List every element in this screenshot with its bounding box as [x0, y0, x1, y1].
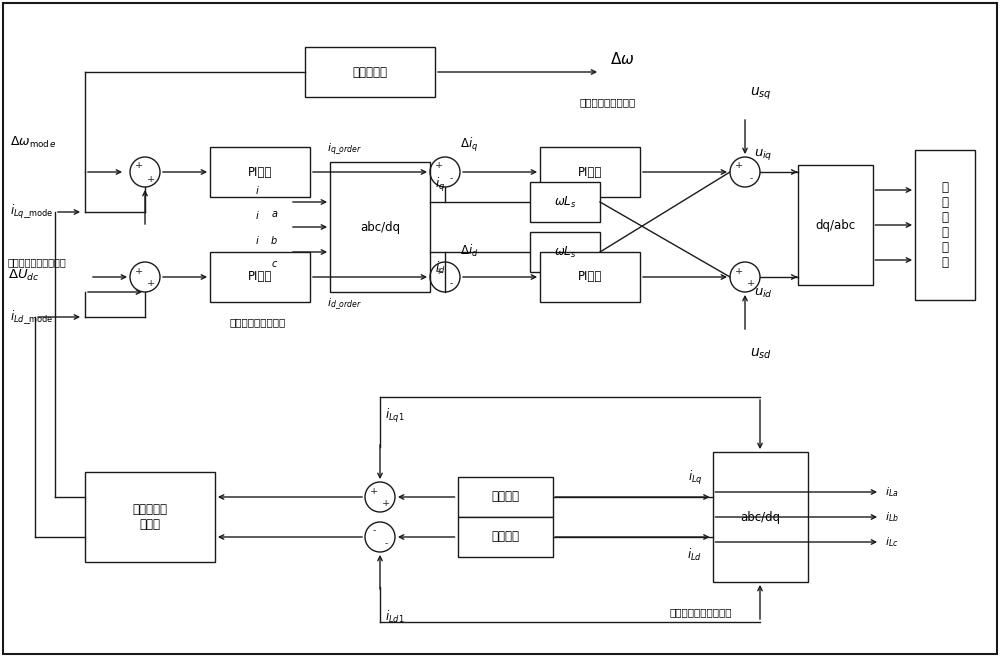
Text: $i$: $i$ [255, 184, 260, 196]
Text: $\Delta i_d$: $\Delta i_d$ [460, 243, 479, 259]
Text: +: + [747, 279, 755, 288]
Text: （直流电容电压偏差）: （直流电容电压偏差） [8, 257, 67, 267]
Text: $\Delta\omega$: $\Delta\omega$ [610, 51, 635, 67]
Text: $i_{Lq\_\!\_\!{\rm mode}}$: $i_{Lq\_\!\_\!{\rm mode}}$ [10, 203, 54, 221]
Text: PI调节: PI调节 [248, 166, 272, 179]
Text: -: - [449, 279, 453, 288]
Text: PI调节: PI调节 [578, 166, 602, 179]
Text: +: + [147, 175, 155, 183]
Text: abc/dq: abc/dq [360, 221, 400, 233]
Text: PI调节: PI调节 [248, 271, 272, 284]
Text: 低通滤波: 低通滤波 [491, 530, 519, 543]
FancyBboxPatch shape [915, 150, 975, 300]
Text: -: - [449, 175, 453, 183]
FancyBboxPatch shape [330, 162, 430, 292]
FancyBboxPatch shape [798, 165, 872, 285]
FancyBboxPatch shape [712, 452, 808, 582]
Text: -: - [749, 175, 753, 183]
Text: +: + [135, 267, 143, 275]
Text: +: + [382, 499, 390, 509]
FancyBboxPatch shape [540, 252, 640, 302]
Text: $u_{sd}$: $u_{sd}$ [750, 347, 772, 361]
Text: $b$: $b$ [270, 234, 278, 246]
Text: -: - [372, 526, 376, 535]
Text: $\Delta i_q$: $\Delta i_q$ [460, 136, 478, 154]
Text: +: + [435, 267, 443, 275]
FancyBboxPatch shape [530, 232, 600, 272]
Text: $i_{Lc}$: $i_{Lc}$ [885, 535, 899, 549]
Text: $u_{sq}$: $u_{sq}$ [750, 85, 772, 102]
Text: $i$: $i$ [255, 234, 260, 246]
FancyBboxPatch shape [458, 517, 552, 557]
Text: $\omega L_s$: $\omega L_s$ [554, 244, 576, 260]
Text: +: + [135, 162, 143, 171]
FancyBboxPatch shape [305, 47, 435, 97]
FancyBboxPatch shape [210, 147, 310, 197]
Text: $i_d$: $i_d$ [435, 260, 446, 276]
FancyBboxPatch shape [210, 252, 310, 302]
Text: 驱
动
信
号
形
成: 驱 动 信 号 形 成 [942, 181, 948, 269]
Text: $i_{Ld}$: $i_{Ld}$ [687, 547, 702, 563]
Text: $i_{Lq}$: $i_{Lq}$ [688, 469, 702, 487]
FancyBboxPatch shape [85, 472, 215, 562]
FancyBboxPatch shape [530, 182, 600, 222]
Text: -: - [384, 539, 388, 549]
FancyBboxPatch shape [458, 477, 552, 517]
Text: $a$: $a$ [271, 209, 278, 219]
Text: 模态滤波器: 模态滤波器 [352, 66, 388, 78]
Text: $i_{q\_order}$: $i_{q\_order}$ [327, 141, 363, 157]
Text: $i_q$: $i_q$ [435, 176, 445, 194]
Text: 次同步电流
滤波器: 次同步电流 滤波器 [132, 503, 168, 531]
Text: $i_{Lb}$: $i_{Lb}$ [885, 510, 899, 524]
FancyBboxPatch shape [540, 147, 640, 197]
Text: （接入点系统侧电流）: （接入点系统侧电流） [670, 607, 732, 617]
Text: abc/dq: abc/dq [740, 510, 780, 524]
Text: $i_{Ld1}$: $i_{Ld1}$ [385, 609, 405, 625]
Text: 低通滤波: 低通滤波 [491, 491, 519, 503]
Text: $i_{La}$: $i_{La}$ [885, 485, 899, 499]
Text: +: + [735, 162, 743, 171]
Text: dq/abc: dq/abc [815, 219, 855, 231]
Text: PI调节: PI调节 [578, 271, 602, 284]
Text: $i$: $i$ [255, 209, 260, 221]
Text: +: + [435, 162, 443, 171]
Text: $c$: $c$ [271, 259, 278, 269]
Text: $\Delta U_{dc}$: $\Delta U_{dc}$ [8, 267, 40, 283]
Text: $u_{iq}$: $u_{iq}$ [754, 147, 772, 162]
Text: $\Delta\omega_{{\rm mod}\,e}$: $\Delta\omega_{{\rm mod}\,e}$ [10, 135, 57, 150]
Text: +: + [370, 486, 378, 495]
Text: $u_{id}$: $u_{id}$ [754, 287, 772, 300]
Text: （逆变器输出电流）: （逆变器输出电流） [230, 317, 286, 327]
Text: （发电机转速偏差）: （发电机转速偏差） [580, 97, 636, 107]
Text: $i_{Lq1}$: $i_{Lq1}$ [385, 407, 405, 425]
Text: +: + [735, 267, 743, 275]
Text: $i_{Ld\_\!\_\!{\rm mode}}$: $i_{Ld\_\!\_\!{\rm mode}}$ [10, 308, 54, 326]
Text: $i_{d\_order}$: $i_{d\_order}$ [327, 297, 363, 313]
Text: +: + [147, 279, 155, 288]
Text: $\omega L_s$: $\omega L_s$ [554, 194, 576, 210]
